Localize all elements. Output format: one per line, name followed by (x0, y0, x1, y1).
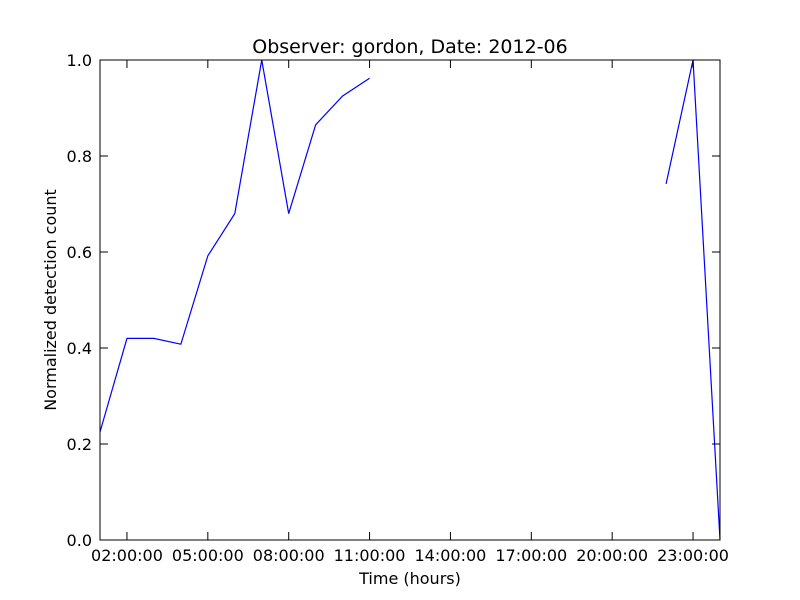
x-tick-label: 17:00:00 (495, 546, 567, 565)
x-tick-label: 20:00:00 (576, 546, 648, 565)
y-tick-label: 0.4 (67, 339, 92, 358)
x-tick-label: 11:00:00 (334, 546, 406, 565)
y-axis: 0.0 0.2 0.4 0.6 0.8 1.0 (67, 51, 720, 550)
y-axis-title: Normalized detection count (41, 189, 60, 411)
y-tick-label: 0.8 (67, 147, 92, 166)
series-line-segment-1 (99, 59, 370, 433)
plot-area-frame (99, 59, 721, 541)
y-tick-label: 0.2 (67, 435, 92, 454)
x-axis-title: Time (hours) (358, 569, 461, 588)
x-tick-label: 05:00:00 (172, 546, 244, 565)
y-tick-label: 1.0 (67, 51, 92, 70)
x-axis: 02:00:00 05:00:00 08:00:00 11:00:00 14:00:00… (91, 60, 729, 565)
y-tick-label: 0.0 (67, 531, 92, 550)
x-tick-label: 02:00:00 (91, 546, 163, 565)
y-tick-label: 0.6 (67, 243, 92, 262)
chart-title: Observer: gordon, Date: 2012-06 (252, 36, 567, 58)
x-tick-label: 08:00:00 (253, 546, 325, 565)
x-tick-label: 14:00:00 (415, 546, 487, 565)
x-tick-label: 23:00:00 (657, 546, 729, 565)
